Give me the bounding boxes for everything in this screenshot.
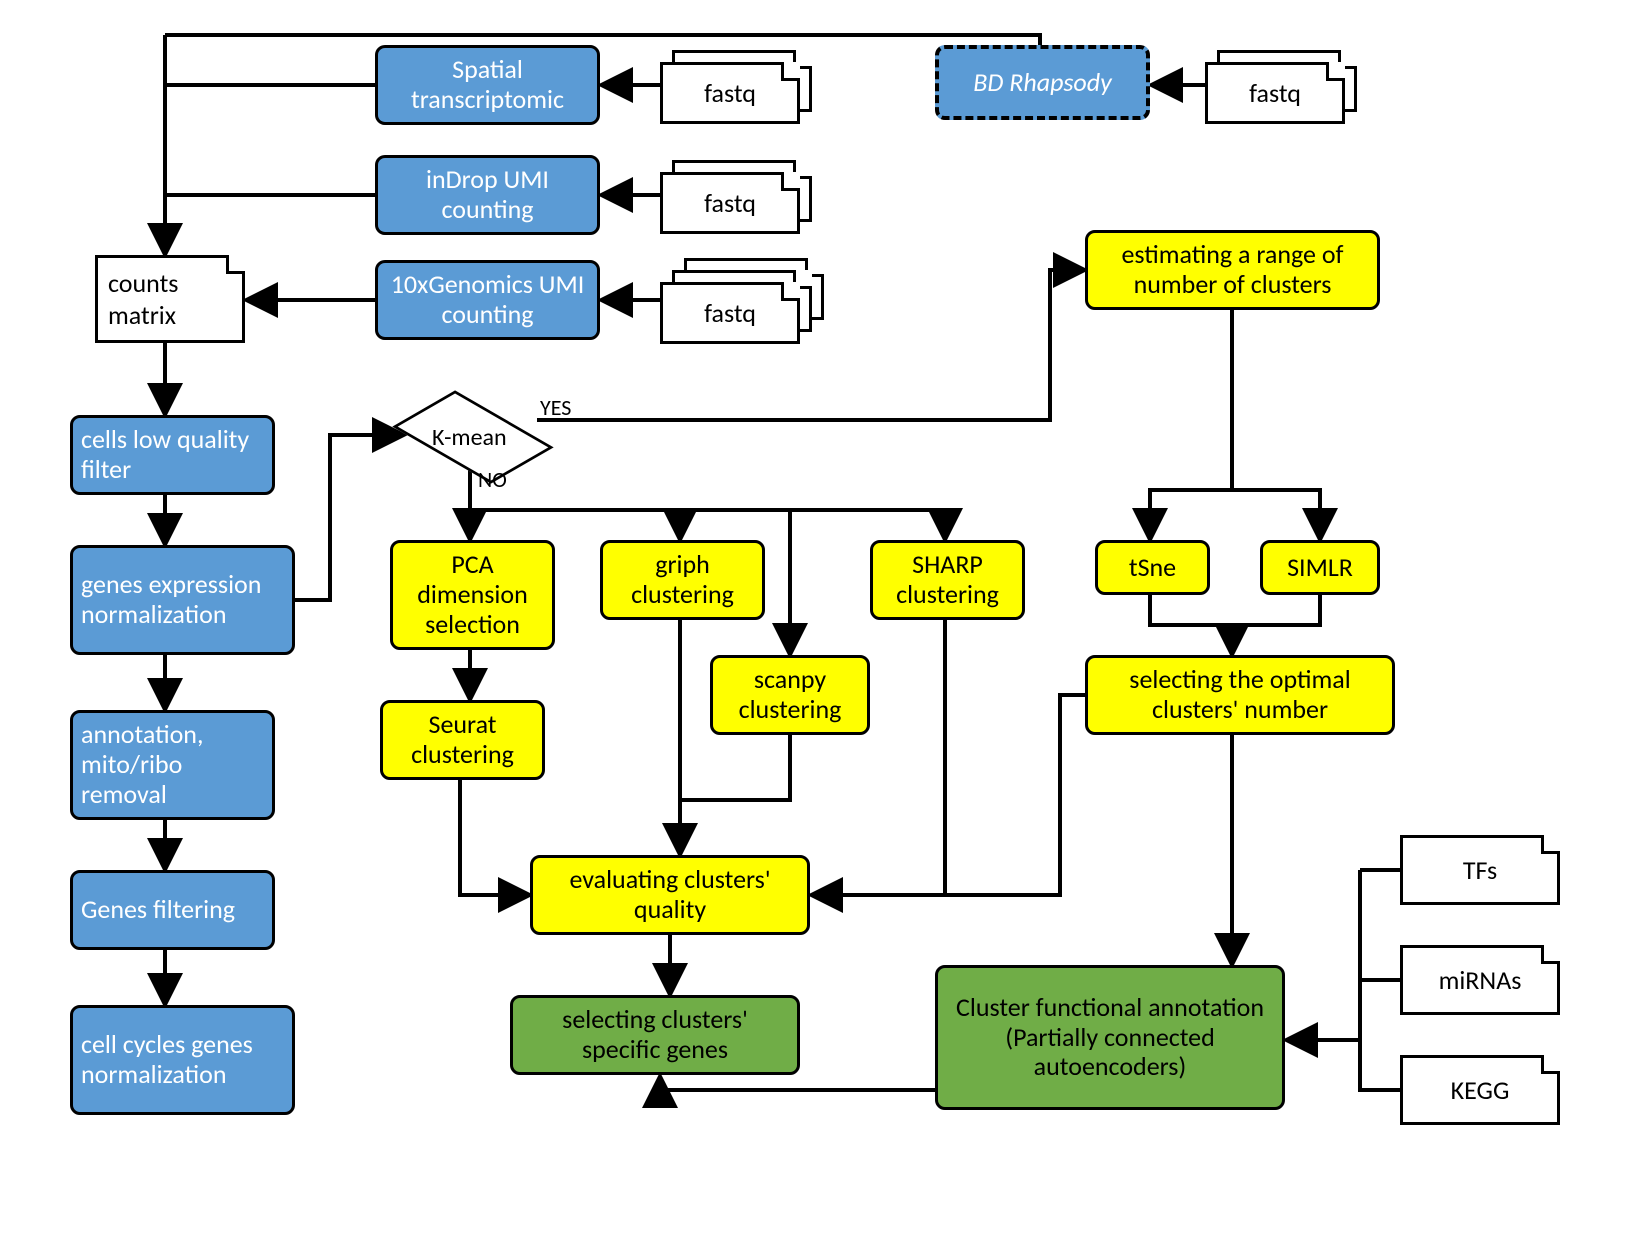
specific-label: selecting clusters' specific genes	[521, 1005, 789, 1065]
indrop-node: inDrop UMI counting	[375, 155, 600, 235]
tfs-label: TFs	[1463, 854, 1497, 886]
simlr-node: SIMLR	[1260, 540, 1380, 595]
griph-node: griph clustering	[600, 540, 765, 620]
funcanno-node: Cluster functional annotation (Partially…	[935, 965, 1285, 1110]
funcanno-label: Cluster functional annotation (Partially…	[946, 993, 1274, 1083]
cellcycle-node: cell cycles genes normalization	[70, 1005, 295, 1115]
sharp-node: SHARP clustering	[870, 540, 1025, 620]
normalization-node: genes expression normalization	[70, 545, 295, 655]
pca-node: PCA dimension selection	[390, 540, 555, 650]
optimal-node: selecting the optimal clusters' number	[1085, 655, 1395, 735]
fastq-stack-spatial: fastq	[660, 50, 820, 125]
lowq-filter-node: cells low quality filter	[70, 415, 275, 495]
scanpy-node: scanpy clustering	[710, 655, 870, 735]
evalq-node: evaluating clusters' quality	[530, 855, 810, 935]
annotation-node: annotation, mito/ribo removal	[70, 710, 275, 820]
fastq-label: fastq	[704, 77, 756, 109]
tsne-label: tSne	[1129, 553, 1176, 583]
fastq-stack-tenx: fastq	[660, 258, 830, 348]
pca-label: PCA dimension selection	[401, 550, 544, 640]
range-label: estimating a range of number of clusters	[1096, 240, 1369, 300]
cc-label: cell cycles genes normalization	[81, 1030, 284, 1090]
lowq-label: cells low quality filter	[81, 425, 264, 485]
yes-label: YES	[540, 394, 571, 421]
tsne-node: tSne	[1095, 540, 1210, 595]
counts-label: counts matrix	[108, 267, 242, 331]
kegg-node: KEGG	[1400, 1055, 1560, 1125]
seurat-node: Seurat clustering	[380, 700, 545, 780]
bd-label: BD Rhapsody	[973, 68, 1112, 98]
gfilter-label: Genes filtering	[81, 895, 235, 925]
mirna-node: miRNAs	[1400, 945, 1560, 1015]
scanpy-label: scanpy clustering	[721, 665, 859, 725]
range-node: estimating a range of number of clusters	[1085, 230, 1380, 310]
kegg-label: KEGG	[1451, 1074, 1510, 1106]
simlr-label: SIMLR	[1287, 553, 1353, 583]
bd-rhapsody-node: BD Rhapsody	[935, 45, 1150, 120]
tenx-node: 10xGenomics UMI counting	[375, 260, 600, 340]
anno-label: annotation, mito/ribo removal	[81, 720, 264, 810]
fastq-stack-indrop: fastq	[660, 160, 820, 235]
spatial-label: Spatial transcriptomic	[386, 55, 589, 115]
norm-label: genes expression normalization	[81, 570, 284, 630]
seurat-label: Seurat clustering	[391, 710, 534, 770]
no-label: NO	[478, 466, 507, 493]
specific-genes-node: selecting clusters' specific genes	[510, 995, 800, 1075]
fastq-label: fastq	[704, 187, 756, 219]
optimal-label: selecting the optimal clusters' number	[1096, 665, 1384, 725]
kmean-label: K-mean	[432, 423, 507, 452]
indrop-label: inDrop UMI counting	[386, 165, 589, 225]
mirna-label: miRNAs	[1439, 964, 1522, 996]
sharp-label: SHARP clustering	[881, 550, 1014, 610]
fastq-label: fastq	[1249, 77, 1301, 109]
fastq-label: fastq	[704, 297, 756, 329]
tenx-label: 10xGenomics UMI counting	[386, 270, 589, 330]
counts-matrix-node: counts matrix	[95, 255, 245, 343]
genes-filter-node: Genes filtering	[70, 870, 275, 950]
griph-label: griph clustering	[611, 550, 754, 610]
evalq-label: evaluating clusters' quality	[541, 865, 799, 925]
fastq-stack-bd: fastq	[1205, 50, 1365, 125]
spatial-transcriptomic-node: Spatial transcriptomic	[375, 45, 600, 125]
tfs-node: TFs	[1400, 835, 1560, 905]
